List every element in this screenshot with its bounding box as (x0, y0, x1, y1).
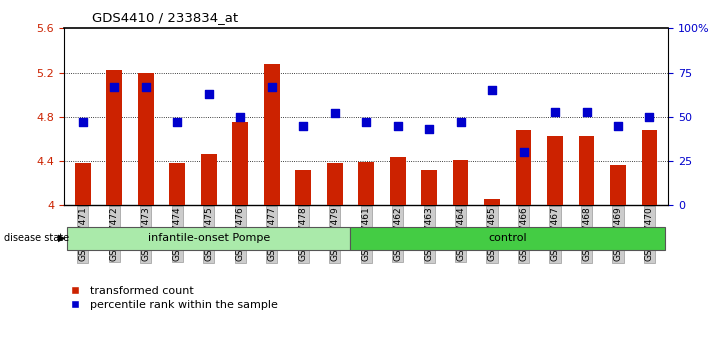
Point (455, 119, 466, 125)
Point (392, 123, 403, 129)
Point (171, 119, 183, 125)
Bar (453, 160, 469, 205)
Bar (169, 163, 185, 205)
Point (612, 123, 624, 129)
Bar (295, 170, 311, 205)
Point (518, 149, 529, 155)
Text: disease state: disease state (4, 233, 69, 243)
Bar (327, 163, 343, 205)
Point (140, 84, 151, 90)
Point (109, 84, 120, 90)
Bar (232, 122, 248, 205)
Bar (358, 162, 374, 205)
Text: control: control (488, 233, 527, 243)
Point (643, 114, 655, 120)
Point (77, 119, 89, 125)
Bar (484, 199, 500, 205)
Point (297, 123, 309, 129)
Legend: transformed count, percentile rank within the sample: transformed count, percentile rank withi… (70, 285, 277, 310)
Bar (579, 136, 594, 205)
Bar (138, 73, 154, 205)
Point (360, 119, 372, 125)
Point (266, 84, 277, 90)
Bar (75, 163, 91, 205)
Text: GDS4410 / 233834_at: GDS4410 / 233834_at (92, 11, 239, 24)
Bar (390, 156, 405, 205)
Bar (547, 136, 563, 205)
Bar (351, 227, 665, 250)
Point (424, 126, 435, 132)
Point (235, 114, 246, 120)
Point (329, 110, 341, 116)
Text: infantile-onset Pompe: infantile-onset Pompe (148, 233, 270, 243)
Bar (610, 165, 626, 205)
Point (581, 109, 592, 114)
Bar (67, 227, 351, 250)
Bar (264, 64, 279, 205)
Bar (107, 70, 122, 205)
Point (203, 91, 215, 97)
Point (550, 109, 561, 114)
Bar (201, 154, 217, 205)
Bar (421, 170, 437, 205)
Bar (515, 130, 531, 205)
Point (486, 87, 498, 93)
Bar (641, 130, 658, 205)
Text: ▶: ▶ (58, 233, 66, 243)
